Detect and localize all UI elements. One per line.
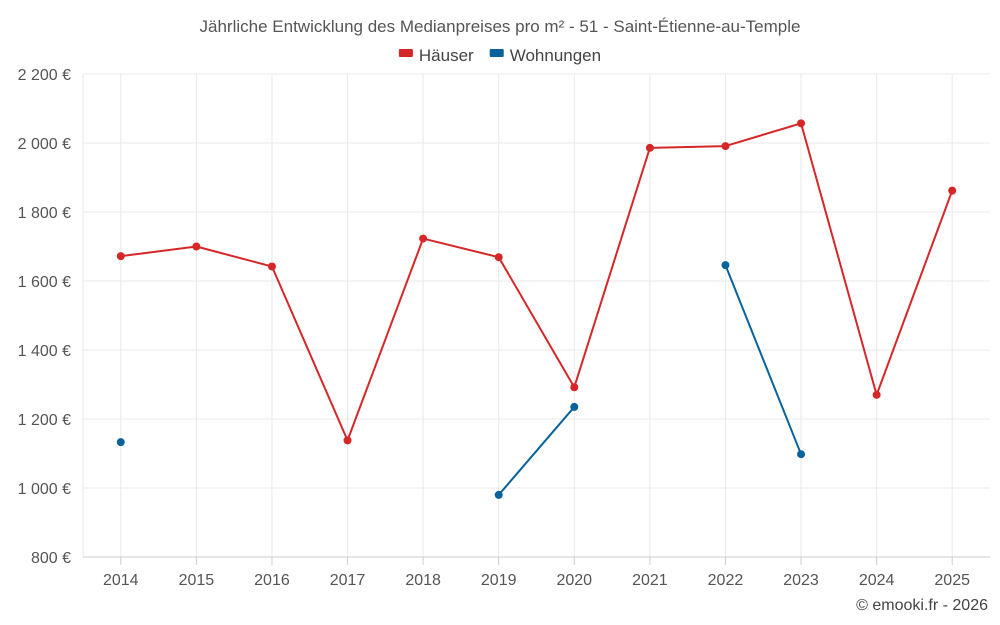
copyright-credit: © emooki.fr - 2026: [856, 597, 988, 614]
chart-title: Jährliche Entwicklung des Medianpreises …: [200, 17, 801, 36]
x-tick-label: 2025: [934, 572, 970, 589]
y-tick-label: 1 800 €: [18, 205, 71, 222]
legend-item: Wohnungen: [489, 46, 601, 65]
grid: [82, 73, 990, 558]
data-point-h-user: [645, 143, 654, 152]
y-tick-label: 800 €: [31, 550, 71, 567]
data-point-h-user: [494, 253, 503, 262]
x-tick-label: 2023: [783, 572, 819, 589]
data-point-h-user: [721, 142, 730, 151]
x-tick-label: 2018: [405, 572, 441, 589]
x-tick-label: 2020: [556, 572, 592, 589]
legend: Häuser Wohnungen: [398, 46, 601, 65]
data-point-wohnungen: [570, 402, 579, 411]
x-tick-label: 2022: [708, 572, 744, 589]
data-point-wohnungen: [494, 490, 503, 499]
x-axis-ticks: 2014 2015 2016 2017 2018 2019 2020 2021 2022 2023…: [83, 556, 990, 589]
x-tick-label: 2016: [254, 572, 290, 589]
y-tick-label: 1 000 €: [18, 481, 71, 498]
y-tick-label: 1 400 €: [18, 343, 71, 360]
x-tick-label: 2019: [481, 572, 517, 589]
y-tick-label: 1 200 €: [18, 412, 71, 429]
series-line-wohnungen: [724, 264, 802, 455]
x-tick-label: 2024: [859, 572, 895, 589]
data-point-wohnungen: [797, 450, 806, 459]
series-line-h-user: [120, 122, 954, 442]
legend-label: Wohnungen: [510, 46, 601, 65]
legend-swatch: [398, 49, 413, 57]
data-point-h-user: [267, 262, 276, 271]
y-tick-label: 2 000 €: [18, 136, 71, 153]
legend-label: Häuser: [419, 46, 474, 65]
data-point-wohnungen: [721, 261, 730, 270]
x-tick-label: 2017: [330, 572, 366, 589]
data-point-h-user: [116, 252, 125, 261]
series-lines: [120, 122, 954, 496]
data-point-h-user: [192, 242, 201, 251]
legend-swatch: [489, 49, 504, 57]
x-tick-label: 2015: [179, 572, 215, 589]
data-point-h-user: [797, 119, 806, 128]
x-tick-label: 2021: [632, 572, 668, 589]
y-tick-label: 2 200 €: [18, 67, 71, 84]
series-line-wohnungen: [497, 406, 576, 496]
data-point-h-user: [948, 186, 957, 195]
x-tick-label: 2014: [103, 572, 139, 589]
legend-item: Häuser: [398, 46, 474, 65]
data-point-h-user: [570, 383, 579, 392]
series-points: [116, 119, 957, 499]
data-point-h-user: [872, 390, 881, 399]
data-point-h-user: [343, 436, 352, 445]
data-point-wohnungen: [116, 438, 125, 447]
y-axis-ticks: 800 € 1 000 € 1 200 € 1 400 € 1 600 € 1 800 €…: [18, 67, 71, 567]
y-tick-label: 1 600 €: [18, 274, 71, 291]
data-point-h-user: [419, 234, 428, 243]
